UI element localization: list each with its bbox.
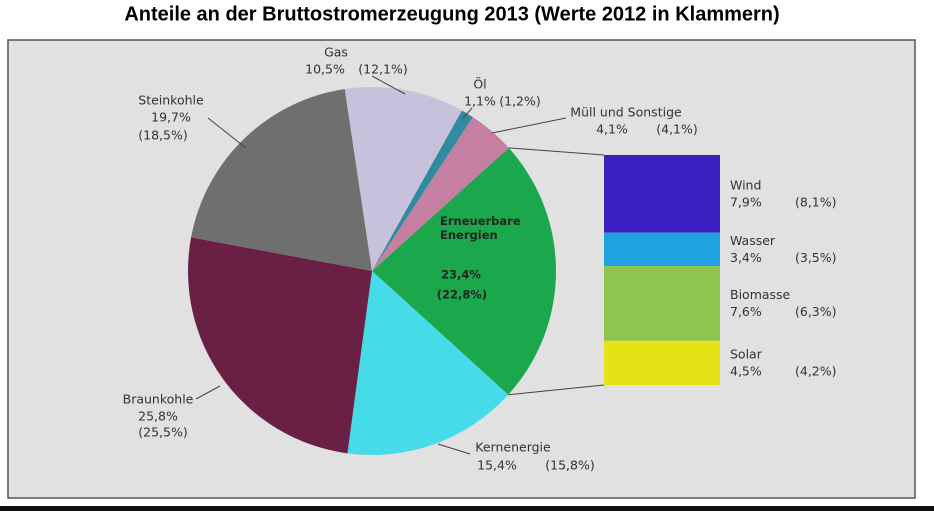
- pie-slice: [191, 89, 372, 272]
- slice-label-box: Erneuerbare Energien: [440, 214, 520, 242]
- pie-slice: [188, 237, 372, 454]
- value-label: 23,4%: [441, 268, 481, 282]
- leader-line: [371, 75, 406, 95]
- slice-label: Müll und Sonstige: [570, 105, 682, 120]
- leader-line: [195, 385, 221, 400]
- leader-line: [462, 107, 473, 119]
- slice-label: Öl: [473, 76, 486, 92]
- value-label: 4,1%: [596, 122, 628, 137]
- pie-slice: [372, 110, 473, 271]
- value-label-2012: (8,1%): [795, 194, 837, 209]
- value-label: 7,9%: [730, 194, 762, 209]
- value-label: 19,7%: [151, 110, 191, 125]
- value-label: 7,6%: [730, 304, 762, 319]
- segment-label: Biomasse: [730, 287, 791, 302]
- breakout-segment: [604, 232, 720, 267]
- value-label-2012: (4,2%): [795, 363, 837, 378]
- value-label-2012: (6,3%): [795, 304, 837, 319]
- leader-line: [437, 443, 471, 455]
- value-label: 15,4%: [477, 458, 517, 473]
- pie-slice: [372, 147, 556, 395]
- breakout-segment: [604, 340, 720, 385]
- slice-label: Braunkohle: [123, 392, 194, 407]
- pie-slice: [344, 86, 462, 271]
- value-label-2012: (4,1%): [656, 122, 698, 137]
- value-label-2012: (1,2%): [499, 94, 541, 109]
- segment-label: Solar: [730, 346, 763, 361]
- value-label-2012: (15,8%): [545, 458, 594, 473]
- value-label-2012: (22,8%): [437, 288, 487, 302]
- value-label: 25,8%: [138, 409, 178, 424]
- slice-label: Kernenergie: [475, 440, 551, 455]
- value-label-2012: (18,5%): [138, 128, 187, 143]
- bottom-bar: [0, 506, 934, 511]
- value-label: 10,5%: [305, 62, 345, 77]
- leader-line: [207, 117, 247, 149]
- breakout-segment: [604, 155, 720, 233]
- slice-label: Gas: [324, 45, 348, 60]
- leader-line: [491, 117, 567, 134]
- connector: [508, 384, 605, 396]
- value-label: 3,4%: [730, 250, 762, 265]
- segment-label: Wind: [730, 177, 761, 192]
- value-label-2012: (12,1%): [358, 62, 407, 77]
- segment-label: Wasser: [730, 233, 776, 248]
- pie-slice: [372, 117, 509, 271]
- chart-title: Anteile an der Bruttostromerzeugung 2013…: [124, 3, 779, 25]
- slice-label: Steinkohle: [138, 93, 204, 108]
- value-label-2012: (25,5%): [138, 425, 187, 440]
- slice-label: Erneuerbare Energien: [440, 214, 520, 242]
- breakout-segment: [604, 266, 720, 341]
- value-label: 1,1%: [464, 94, 496, 109]
- connector: [508, 147, 605, 156]
- pie-slice: [347, 271, 509, 456]
- value-label-2012: (3,5%): [795, 250, 837, 265]
- value-label: 4,5%: [730, 363, 762, 378]
